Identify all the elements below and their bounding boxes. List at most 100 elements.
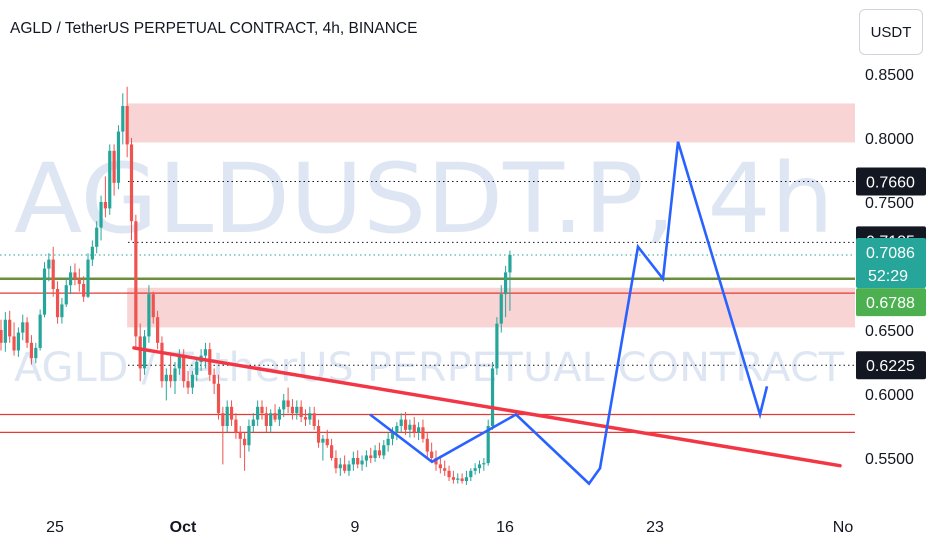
candle-body [186, 381, 190, 388]
candle-body [330, 445, 334, 458]
price-tick-label: 0.8000 [865, 131, 914, 148]
watermark-description: AGLD / TetherUS PERPETUAL CONTRACT [14, 345, 845, 391]
candle-body [77, 278, 81, 284]
candle-body [417, 427, 421, 433]
candle-body [12, 336, 16, 351]
candle-body [121, 106, 125, 132]
candle-body [147, 294, 151, 337]
time-tick-label: 9 [351, 519, 360, 536]
candle-body [290, 406, 295, 414]
price-tick-label: 0.8500 [865, 67, 914, 84]
candle-body [190, 374, 194, 388]
time-axis[interactable]: 25 Oct 9 16 23 No [46, 519, 853, 536]
price-tag-box [856, 237, 926, 288]
time-tick-label: 23 [646, 519, 664, 536]
candle-countdown: 52:29 [868, 268, 908, 285]
resistance-zones [127, 103, 855, 328]
price-axis[interactable]: 0.8500 0.8000 0.7500 0.6500 0.6000 0.5500 [865, 67, 914, 468]
candle-body [134, 221, 138, 337]
candle-body [356, 458, 360, 465]
candle-body [412, 424, 416, 433]
candle-body [434, 458, 438, 465]
candle-body [303, 417, 308, 420]
candle-body [221, 413, 225, 426]
candle-body [21, 322, 25, 333]
candle-body [430, 451, 434, 458]
candle-body [160, 342, 164, 382]
descending-trendline[interactable] [132, 346, 842, 468]
candle-body [212, 374, 216, 384]
candle-body [451, 477, 455, 480]
candle-body [112, 150, 116, 183]
candle-body [264, 413, 268, 426]
time-tick-label: 16 [496, 519, 514, 536]
candle-body [260, 406, 264, 414]
time-tick-label: No [833, 519, 854, 536]
resistance-zone [127, 103, 855, 143]
currency-button[interactable]: USDT [859, 9, 923, 55]
projection-path[interactable] [369, 141, 769, 486]
candle-body [425, 438, 429, 452]
candle-body [403, 419, 408, 430]
candle-body [395, 426, 399, 433]
candle-body [308, 413, 312, 420]
candle-body [86, 259, 90, 297]
candle-body [386, 438, 390, 446]
candle-body [338, 464, 342, 469]
candle-body [438, 464, 442, 469]
candle-body [238, 432, 242, 439]
candle-body [269, 413, 273, 426]
candle-body [464, 477, 469, 482]
candle-body [142, 336, 147, 369]
candle-body [116, 131, 121, 183]
price-tag-value: 0.6788 [866, 295, 915, 312]
candle-body [64, 285, 68, 305]
candle-body [90, 246, 94, 260]
candle-body [47, 259, 51, 269]
candle-body [229, 406, 234, 420]
candle-body [508, 254, 512, 273]
candle-body [103, 202, 107, 209]
candle-body [203, 349, 208, 356]
candle-body [408, 424, 412, 430]
candle-body [469, 470, 473, 478]
candle-body [343, 464, 347, 471]
candle-body [195, 362, 199, 375]
candle-body [38, 314, 42, 348]
candle-body [490, 368, 495, 426]
price-tag-box [856, 351, 926, 380]
candle-body [164, 374, 168, 382]
candle-body [0, 330, 3, 343]
candle-body [316, 426, 321, 443]
candle-body [3, 319, 7, 343]
candle-body [504, 272, 508, 295]
candle-body [243, 438, 247, 446]
price-tag-box [856, 288, 926, 317]
time-tick-label: Oct [170, 519, 197, 536]
candle-body [456, 478, 460, 480]
candle-body [334, 458, 338, 469]
candle-body [321, 438, 325, 443]
candle-body [99, 202, 103, 228]
candle-body [138, 336, 142, 369]
candle-body [95, 227, 99, 247]
candle-body [299, 406, 303, 418]
candle-body [173, 368, 177, 382]
candle-body [16, 332, 20, 351]
candle-body [42, 268, 47, 315]
candle-body [312, 413, 316, 426]
candle-body [360, 460, 364, 465]
candle-body [73, 272, 77, 279]
candle-body [382, 445, 386, 456]
candle-body [60, 304, 64, 318]
candle-body [421, 427, 425, 439]
candle-body [399, 419, 403, 426]
candle-body [169, 374, 173, 382]
price-tick-label: 0.7500 [865, 195, 914, 212]
price-tick-label: 0.5500 [865, 451, 914, 468]
candle-body [8, 319, 12, 337]
candle-body [55, 289, 60, 318]
candle-body [486, 426, 490, 464]
projection-line [369, 141, 769, 486]
